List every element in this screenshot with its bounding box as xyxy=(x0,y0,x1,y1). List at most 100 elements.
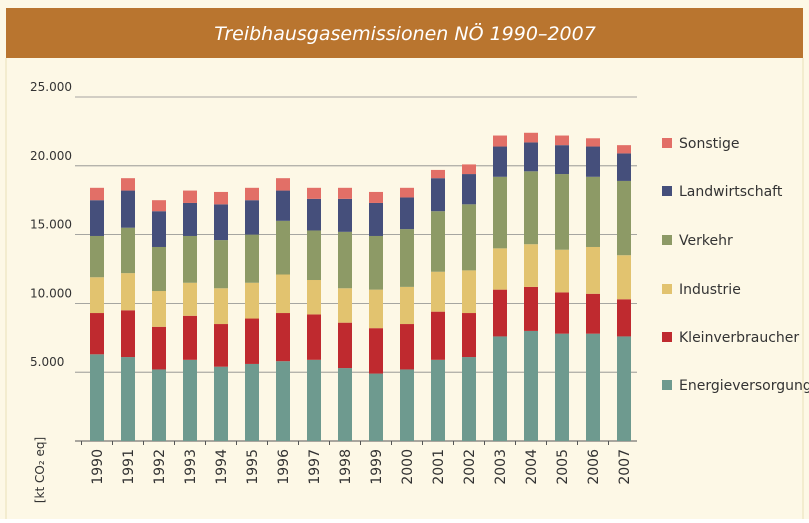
legend-label: Verkehr xyxy=(679,233,733,249)
bar-segment xyxy=(586,246,600,294)
bar-segment xyxy=(245,200,259,235)
bar-segment xyxy=(276,361,290,441)
x-tick-label: 1993 xyxy=(183,449,199,485)
bar-segment xyxy=(369,202,383,236)
y-tick-label: 20.000 xyxy=(30,149,72,163)
x-tick-label: 2003 xyxy=(493,449,509,485)
bar-segment xyxy=(431,211,445,272)
bar-segment xyxy=(276,220,290,275)
bar-segment xyxy=(152,211,166,247)
bar-segment xyxy=(214,288,228,325)
legend-label: Energieversorgung xyxy=(679,378,809,394)
bar-segment xyxy=(462,204,476,271)
bar-segment xyxy=(338,198,352,232)
x-tick-label: 2002 xyxy=(462,449,478,485)
x-tick-label: 1998 xyxy=(338,449,354,485)
x-tick-label: 2005 xyxy=(555,449,571,485)
bar-segment xyxy=(617,145,631,154)
bar-segment xyxy=(493,336,507,441)
x-tick-label: 2000 xyxy=(400,449,416,485)
bar-segment xyxy=(524,244,538,287)
bar-segment xyxy=(555,249,569,293)
bar-segment xyxy=(152,326,166,370)
bar-segment xyxy=(307,314,321,360)
bar-segment xyxy=(245,282,259,319)
bar-segment xyxy=(214,204,228,241)
x-tick-label: 2004 xyxy=(524,449,540,485)
bar-segment xyxy=(369,191,383,203)
x-tick-label: 2006 xyxy=(586,449,602,485)
x-tick-label: 1991 xyxy=(121,449,137,485)
bar-segment xyxy=(462,357,476,441)
chart-title: Treibhausgasemissionen NÖ 1990–2007 xyxy=(214,22,596,45)
bar-segment xyxy=(369,373,383,441)
bar-segment xyxy=(431,178,445,212)
bar-segment xyxy=(493,248,507,290)
bar-segment xyxy=(462,270,476,314)
bar-segment xyxy=(90,187,104,201)
bar-segment xyxy=(400,369,414,441)
bar-segment xyxy=(245,318,259,364)
bar-segment xyxy=(214,191,228,205)
bar-segment xyxy=(493,135,507,147)
bar-segment xyxy=(121,357,135,441)
legend-swatch xyxy=(662,332,672,342)
bar-segment xyxy=(400,229,414,287)
bar-segment xyxy=(307,198,321,231)
bar-segment xyxy=(617,180,631,256)
bar-segment xyxy=(245,363,259,441)
x-tick-label: 1995 xyxy=(245,449,261,485)
y-axis-label: [kt CO₂ eq] xyxy=(33,437,47,503)
x-tick-label: 2001 xyxy=(431,449,447,485)
bar-segment xyxy=(462,164,476,175)
bar-segment xyxy=(152,291,166,327)
bar-segment xyxy=(524,171,538,245)
bar-segment xyxy=(617,336,631,441)
bar-segment xyxy=(462,313,476,358)
bar-segment xyxy=(617,255,631,300)
bar-segment xyxy=(369,328,383,374)
x-tick-label: 2007 xyxy=(617,449,633,485)
bar-segment xyxy=(152,369,166,441)
bar-segment xyxy=(245,234,259,283)
bar-segment xyxy=(90,354,104,441)
bar-segment xyxy=(400,197,414,230)
bar-segment xyxy=(90,277,104,314)
bar-segment xyxy=(214,324,228,367)
y-tick-label: 5.000 xyxy=(30,355,64,369)
bar-segment xyxy=(431,271,445,312)
bar-segment xyxy=(493,146,507,177)
bar-segment xyxy=(152,200,166,212)
bar-segment xyxy=(245,187,259,201)
bar-segment xyxy=(90,235,104,278)
legend-swatch xyxy=(662,284,672,294)
bar-segment xyxy=(214,240,228,289)
legend-swatch xyxy=(662,138,672,148)
x-tick-label: 1990 xyxy=(90,449,106,485)
bar-segment xyxy=(183,359,197,441)
bar-segment xyxy=(276,313,290,362)
bar-segment xyxy=(586,138,600,147)
bar-segment xyxy=(338,322,352,369)
legend-label: Sonstige xyxy=(679,136,740,152)
legend-label: Landwirtschaft xyxy=(679,184,783,200)
bar-segment xyxy=(555,174,569,250)
y-tick-label: 10.000 xyxy=(30,286,72,300)
bar-segment xyxy=(524,132,538,143)
bar-segment xyxy=(121,227,135,274)
bar-segment xyxy=(183,282,197,316)
bar-segment xyxy=(152,246,166,292)
bar-segment xyxy=(276,190,290,221)
bar-segment xyxy=(183,235,197,283)
bar-segment xyxy=(400,187,414,198)
bar-segment xyxy=(493,176,507,249)
bar-segment xyxy=(307,359,321,441)
bar-segment xyxy=(369,289,383,329)
bar-segment xyxy=(307,187,321,199)
bar-segment xyxy=(121,273,135,311)
bar-segment xyxy=(183,202,197,236)
bar-segment xyxy=(555,135,569,146)
legend-label: Kleinverbraucher xyxy=(679,330,799,346)
bar-segment xyxy=(431,169,445,179)
